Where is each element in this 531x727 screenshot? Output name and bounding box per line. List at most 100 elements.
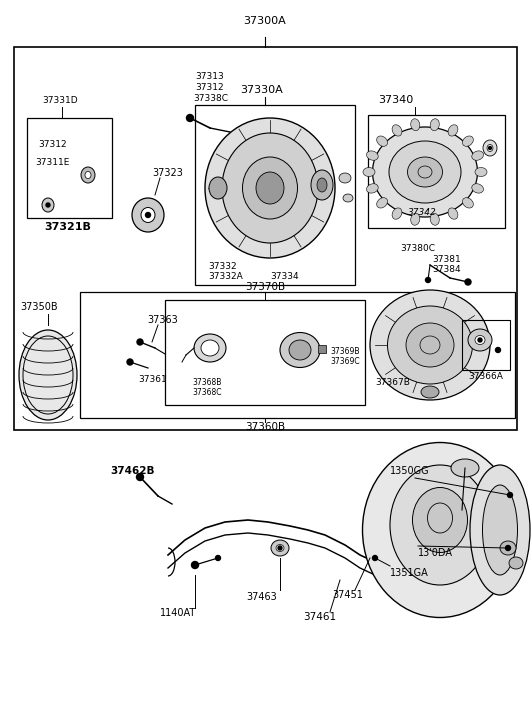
Ellipse shape [389,141,461,203]
Text: 37451: 37451 [332,590,363,600]
Text: 37313: 37313 [195,72,224,81]
Circle shape [489,147,492,150]
Circle shape [506,545,510,550]
Ellipse shape [209,177,227,199]
Ellipse shape [276,545,284,552]
Ellipse shape [388,306,473,384]
Text: 37330A: 37330A [240,85,282,95]
Ellipse shape [413,488,467,553]
Text: 37311E: 37311E [35,158,70,167]
Text: 37338C: 37338C [193,94,228,103]
Ellipse shape [500,541,516,555]
Ellipse shape [407,157,442,187]
Text: 37367B: 37367B [375,378,410,387]
Text: 37461: 37461 [303,612,337,622]
Text: 37323: 37323 [152,168,183,178]
Text: 37312: 37312 [195,83,224,92]
Ellipse shape [366,184,378,193]
Ellipse shape [42,198,54,212]
Bar [462,320,510,370]
Ellipse shape [392,125,402,136]
Text: 37369C: 37369C [330,358,359,366]
Text: 37331D: 37331D [42,96,78,105]
Text: 37340: 37340 [378,95,413,105]
Text: 13'0DA: 13'0DA [418,548,453,558]
Text: 1351GA: 1351GA [390,568,429,578]
Text: 37342: 37342 [408,208,437,217]
Text: 37321B: 37321B [45,222,91,232]
Bar [80,292,515,418]
Circle shape [465,279,471,285]
Ellipse shape [280,332,320,368]
Text: 37381: 37381 [432,255,461,264]
Circle shape [46,203,50,207]
Text: 37361: 37361 [138,375,167,384]
Bar [368,115,505,228]
Ellipse shape [430,213,439,225]
Text: 37332: 37332 [208,262,237,271]
Ellipse shape [311,170,333,200]
Ellipse shape [243,157,297,219]
Ellipse shape [194,334,226,362]
Ellipse shape [366,151,378,160]
Ellipse shape [317,178,327,192]
Text: 37312: 37312 [38,140,66,149]
Ellipse shape [448,208,458,220]
Ellipse shape [410,213,420,225]
Text: 37384: 37384 [432,265,460,274]
Bar [195,105,355,285]
Text: 1140AT: 1140AT [160,608,196,618]
Circle shape [127,359,133,365]
Ellipse shape [256,172,284,204]
Ellipse shape [451,459,479,477]
Ellipse shape [205,118,335,258]
Text: 37368C: 37368C [192,388,221,397]
Ellipse shape [390,465,490,585]
Ellipse shape [271,540,289,556]
Ellipse shape [376,136,388,146]
Text: 37380C: 37380C [400,244,435,253]
Text: 37360B: 37360B [245,422,285,432]
Ellipse shape [373,127,477,217]
Ellipse shape [430,119,439,131]
Circle shape [186,114,193,121]
Ellipse shape [289,340,311,360]
Ellipse shape [470,465,530,595]
Ellipse shape [509,557,523,569]
Circle shape [373,555,378,561]
Text: 37350B: 37350B [20,302,58,312]
Circle shape [425,278,431,283]
Circle shape [508,492,512,497]
Text: 37300A: 37300A [244,16,286,26]
Ellipse shape [475,335,485,345]
Ellipse shape [363,167,375,177]
Text: 37334: 37334 [270,272,298,281]
Ellipse shape [85,172,91,179]
Ellipse shape [463,136,473,146]
Ellipse shape [483,485,518,575]
Ellipse shape [339,173,351,183]
Ellipse shape [472,184,483,193]
Ellipse shape [201,340,219,356]
Ellipse shape [343,194,353,202]
Circle shape [495,348,501,353]
Ellipse shape [141,207,155,222]
Text: 37369B: 37369B [330,348,359,356]
Ellipse shape [392,208,402,220]
Ellipse shape [363,443,518,617]
Circle shape [478,338,482,342]
Ellipse shape [19,330,77,420]
Bar [165,300,365,405]
Ellipse shape [487,145,493,151]
Ellipse shape [81,167,95,183]
Ellipse shape [222,133,318,243]
Circle shape [136,473,143,481]
Bar [14,47,517,430]
Circle shape [192,561,199,569]
Bar [27,118,112,218]
Bar [318,345,326,353]
Ellipse shape [448,125,458,136]
Ellipse shape [132,198,164,232]
Ellipse shape [468,329,492,351]
Text: 37366A: 37366A [468,372,503,381]
